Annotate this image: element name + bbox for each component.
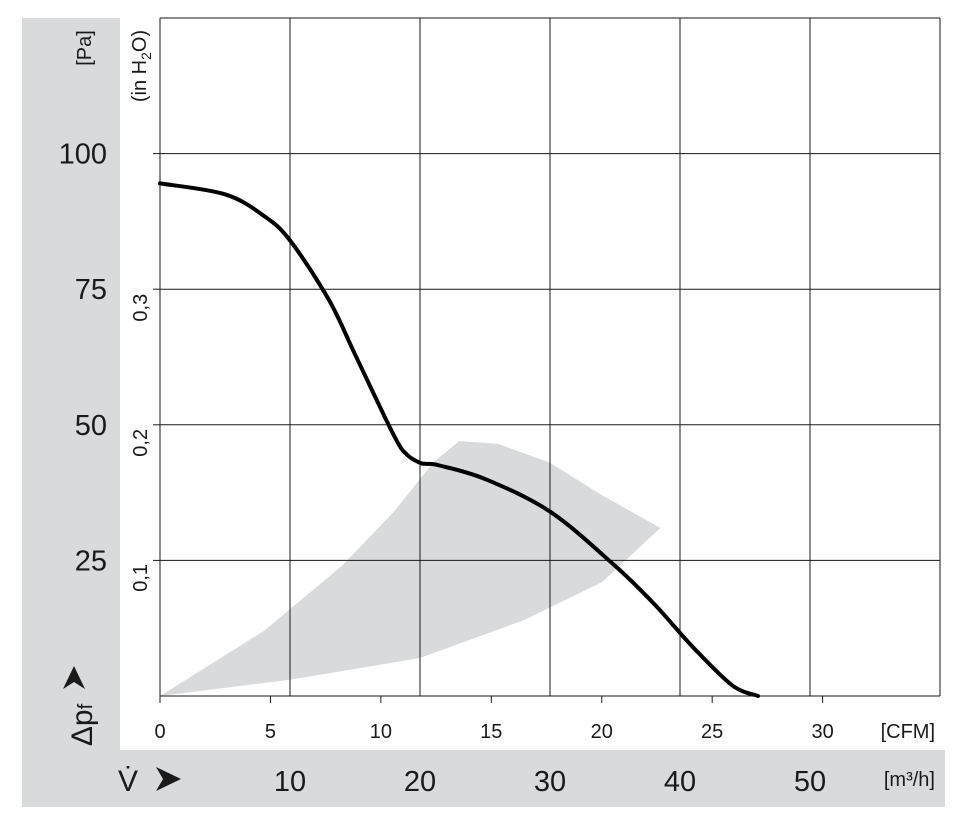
x-m3h-tick-label: 50 [794, 766, 826, 798]
x-cfm-tick-label: 15 [480, 721, 502, 743]
x-m3h-tick-label: 40 [664, 766, 696, 798]
y-axis-arrow-icon [63, 666, 85, 689]
x-m3h-tick-label: 10 [274, 766, 306, 798]
x-axis-symbol: V̇ [118, 765, 138, 798]
x-m3h-tick-label: 20 [404, 766, 436, 798]
y-pa-tick-labels: 25 50 75 100 [59, 139, 107, 578]
fan-characteristic-curve [158, 181, 760, 698]
y-pa-unit: [Pa] [74, 30, 96, 66]
x-cfm-tick-label: 20 [591, 721, 613, 743]
y-pa-tick-label: 50 [75, 410, 107, 442]
x-cfm-tick-label: 0 [154, 721, 165, 743]
y-inh2o-tick-label: 0,1 [130, 564, 152, 592]
x-cfm-tick-label: 10 [370, 721, 392, 743]
grid [153, 17, 941, 703]
y-inh2o-tick-label: 0,2 [130, 429, 152, 457]
x-m3h-tick-labels: 10 20 30 40 50 [274, 766, 826, 798]
y-pa-tick-label: 25 [75, 545, 107, 577]
y-inh2o-unit: (in H2O) [129, 30, 154, 102]
y-inh2o-tick-labels: 0,1 0,2 0,3 [130, 294, 152, 592]
y-pa-tick-label: 100 [59, 139, 107, 171]
x-cfm-tick-label: 5 [265, 721, 276, 743]
y-inh2o-tick-label: 0,3 [130, 294, 152, 322]
x-cfm-tick-label: 25 [701, 721, 723, 743]
y-axis-symbol: Δpf [66, 703, 99, 746]
x-m3h-tick-label: 30 [534, 766, 566, 798]
x-m3h-unit: [m³/h] [884, 769, 935, 791]
x-axis-arrow-icon [156, 767, 181, 791]
operating-zone [160, 441, 661, 696]
y-pa-tick-label: 75 [75, 274, 107, 306]
x-cfm-unit: [CFM] [881, 721, 935, 743]
x-cfm-tick-label: 30 [811, 721, 833, 743]
x-cfm-tick-labels: 0 5 10 15 20 25 30 [154, 721, 833, 743]
